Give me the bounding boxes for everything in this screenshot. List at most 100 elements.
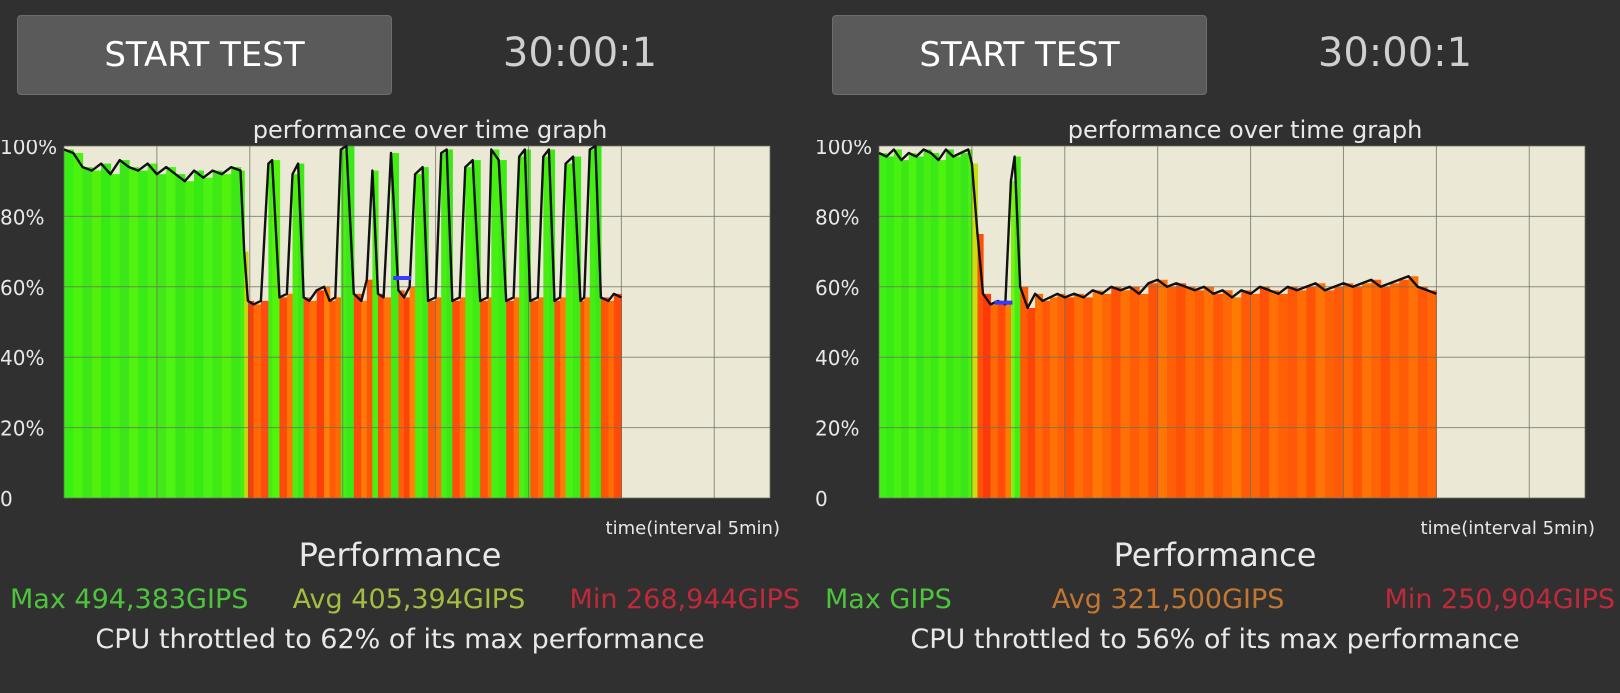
performance-bar (1074, 293, 1084, 498)
performance-bar (945, 149, 954, 498)
performance-bar (1049, 297, 1058, 498)
performance-bar (119, 160, 130, 498)
performance-bar (1250, 293, 1261, 498)
throttle-summary: CPU throttled to 62% of its max performa… (95, 624, 705, 655)
average-marker (393, 276, 412, 280)
performance-bar (147, 163, 158, 498)
performance-title: Performance (298, 536, 502, 574)
performance-bar (543, 156, 550, 498)
performance-bar (1139, 293, 1149, 498)
y-tick-label: 80% (815, 205, 859, 229)
performance-bar (82, 167, 93, 498)
performance-bar (589, 149, 596, 498)
performance-bar (316, 290, 325, 498)
performance-bar (64, 149, 74, 498)
performance-bar (1194, 290, 1205, 498)
performance-bar (110, 174, 121, 498)
y-tick-label: 60% (815, 276, 859, 300)
performance-bar (253, 304, 262, 498)
throttle-summary: CPU throttled to 56% of its max performa… (910, 624, 1520, 655)
performance-bar (346, 146, 355, 498)
y-tick-label: 0 (0, 487, 13, 510)
performance-bar (175, 174, 186, 498)
performance-bar (1111, 286, 1122, 498)
performance-bar (403, 297, 411, 498)
performance-bar (353, 293, 362, 498)
performance-bar (573, 156, 582, 498)
performance-bar (1222, 290, 1233, 498)
performance-bar (279, 297, 288, 498)
performance-bar (377, 293, 385, 498)
performance-bar (960, 153, 969, 499)
performance-bar (1092, 290, 1103, 498)
performance-bar (584, 297, 591, 498)
time-axis-label: time(interval 5min) (1420, 518, 1595, 539)
performance-bar (513, 297, 520, 498)
performance-bar (1352, 286, 1363, 498)
performance-bar (1287, 286, 1298, 498)
performance-stats: Max 494,383GIPS Avg 405,394GIPS Min 268,… (10, 584, 800, 615)
performance-bar (1185, 286, 1196, 498)
performance-bar (101, 163, 112, 498)
performance-bar (1389, 283, 1400, 498)
performance-bar (1213, 293, 1224, 498)
performance-bar (1278, 293, 1289, 498)
performance-bar (506, 300, 515, 498)
performance-bar (901, 160, 910, 498)
benchmark-panel-right: START TEST 30:00:1 performance over time… (815, 0, 1615, 693)
performance-bar (309, 300, 318, 498)
performance-bar (530, 300, 539, 498)
y-tick-label: 40% (815, 346, 859, 370)
start-test-button[interactable]: START TEST (17, 15, 392, 95)
performance-bar (1020, 286, 1029, 498)
performance-bar (983, 293, 992, 498)
y-tick-label: 20% (0, 417, 44, 441)
performance-bar (272, 160, 281, 498)
start-test-button[interactable]: START TEST (832, 15, 1207, 95)
performance-bar (548, 149, 556, 498)
performance-bar (613, 293, 622, 498)
performance-bar (298, 163, 305, 498)
performance-bar (166, 167, 177, 498)
performance-bar (1014, 156, 1021, 498)
performance-bar (1176, 283, 1187, 498)
performance-bar (1399, 279, 1410, 498)
test-timer: 30:00:1 (502, 30, 658, 76)
performance-bar (372, 170, 379, 498)
performance-bar (452, 300, 461, 498)
max-stat: Max GIPS (825, 584, 952, 615)
performance-bar (1027, 307, 1036, 498)
performance-bar (361, 300, 368, 498)
performance-bar (997, 300, 1006, 498)
performance-bar (441, 153, 448, 499)
performance-bar (560, 297, 567, 498)
test-timer: 30:00:1 (1317, 30, 1473, 76)
y-tick-label: 40% (0, 346, 44, 370)
performance-bar (1259, 286, 1270, 498)
performance-bar (366, 279, 374, 498)
performance-bar (908, 153, 917, 499)
heat-bands (64, 146, 622, 499)
performance-bar (1380, 286, 1391, 498)
performance-bar (1042, 300, 1051, 498)
performance-bar (1408, 276, 1419, 498)
heat-bands (879, 149, 1437, 499)
performance-bar (383, 297, 392, 498)
performance-bar (1035, 293, 1044, 498)
grid (63, 145, 771, 499)
performance-bar (1371, 279, 1382, 498)
min-stat: Min 250,904GIPS (1384, 584, 1615, 615)
performance-bar (1417, 286, 1428, 498)
performance-bar (1010, 181, 1016, 498)
performance-bar (472, 160, 481, 498)
performance-bar (1324, 290, 1335, 498)
performance-bar (303, 297, 310, 498)
y-tick-label: 100% (815, 140, 872, 159)
performance-bar (1297, 290, 1307, 498)
performance-bar (1334, 286, 1345, 498)
performance-bar (1306, 286, 1317, 498)
performance-bar (1232, 297, 1242, 498)
performance-bar (1083, 297, 1094, 498)
performance-title: Performance (1113, 536, 1317, 574)
performance-bar (1166, 286, 1177, 498)
